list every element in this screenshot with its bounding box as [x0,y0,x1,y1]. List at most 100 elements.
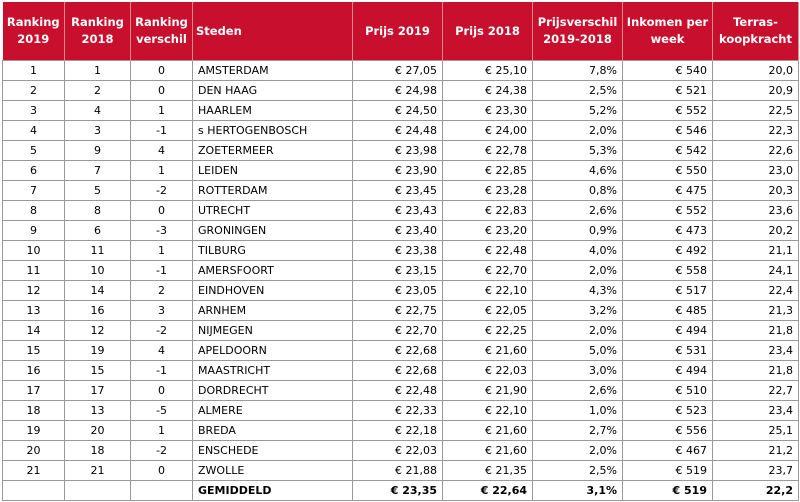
table-row: 16 15 -1 MAASTRICHT € 22,68 € 22,03 3,0% € 494 2… [2,360,799,381]
column-header: Prijs 2019 [352,2,443,61]
table-cell: € 473 [622,220,713,241]
table-cell: -2 [130,440,193,461]
table-cell: 4,6% [532,160,623,181]
table-cell: € 556 [622,420,713,441]
table-cell: 7,8% [532,60,623,81]
table-cell: € 21,60 [442,420,533,441]
table-cell: 2,6% [532,380,623,401]
table-cell: 23,4 [712,400,799,421]
table-cell: 21,1 [712,240,799,261]
table-cell: € 523 [622,400,713,421]
table-cell: -3 [130,220,193,241]
table-row: 20 18 -2 ENSCHEDE € 22,03 € 21,60 2,0% € 467 21,… [2,440,799,461]
table-cell: € 25,10 [442,60,533,81]
column-header: Ranking verschil [130,2,193,61]
table-row: 5 9 4 ZOETERMEER € 23,98 € 22,78 5,3% € 542 22,6 [2,140,799,161]
table-cell: AMSTERDAM [192,60,353,81]
table-cell: € 517 [622,280,713,301]
table-row: 14 12 -2 NIJMEGEN € 22,70 € 22,25 2,0% € 494 21,… [2,320,799,341]
footer-cell: € 23,35 [352,480,443,501]
table-cell: GRONINGEN [192,220,353,241]
table-row: 7 5 -2 ROTTERDAM € 23,45 € 23,28 0,8% € 475 20,3 [2,180,799,201]
table-cell: 23,7 [712,460,799,481]
table-cell: € 467 [622,440,713,461]
table-cell: 14 [2,320,65,341]
table-cell: 11 [64,240,131,261]
table-cell: € 22,48 [442,240,533,261]
table-cell: € 22,05 [442,300,533,321]
table-cell: 0 [130,80,193,101]
table-cell: € 21,88 [352,460,443,481]
table-cell: 1 [2,60,65,81]
table-cell: 21,2 [712,440,799,461]
table-cell: 24,1 [712,260,799,281]
table-cell: 20,9 [712,80,799,101]
table-cell: 19 [64,340,131,361]
table-row: 3 4 1 HAARLEM € 24,50 € 23,30 5,2% € 552 22,5 [2,100,799,121]
table-cell: LEIDEN [192,160,353,181]
table-cell: € 542 [622,140,713,161]
column-header: Ranking 2018 [64,2,131,61]
table-cell: € 22,10 [442,280,533,301]
table-cell: € 23,20 [442,220,533,241]
table-cell: € 21,60 [442,340,533,361]
table-cell: 12 [64,320,131,341]
table-cell: 15 [64,360,131,381]
table-row: 9 6 -3 GRONINGEN € 23,40 € 23,20 0,9% € 473 20,2 [2,220,799,241]
table-cell: -5 [130,400,193,421]
table-cell: 8 [64,200,131,221]
table-cell: 16 [2,360,65,381]
table-cell: € 23,43 [352,200,443,221]
table-cell: 0 [130,200,193,221]
table-cell: € 22,68 [352,360,443,381]
table-cell: € 22,48 [352,380,443,401]
table-cell: UTRECHT [192,200,353,221]
table-cell: € 485 [622,300,713,321]
table-cell: 1 [130,100,193,121]
table-cell: € 23,40 [352,220,443,241]
table-cell: 2 [130,280,193,301]
column-header: Terras-koopkracht [712,2,799,61]
table-cell: 3,0% [532,360,623,381]
table-cell: € 521 [622,80,713,101]
table-cell: 11 [2,260,65,281]
table-cell: € 22,83 [442,200,533,221]
table-cell: € 21,60 [442,440,533,461]
table-cell: € 22,18 [352,420,443,441]
table-row: 2 2 0 DEN HAAG € 24,98 € 24,38 2,5% € 521 20,9 [2,80,799,101]
table-cell: 4 [130,340,193,361]
table-cell: € 22,70 [442,260,533,281]
table-cell: ARNHEM [192,300,353,321]
table-cell: DEN HAAG [192,80,353,101]
table-cell: 1 [130,160,193,181]
table-cell: ZOETERMEER [192,140,353,161]
footer-cell: € 519 [622,480,713,501]
table-cell: € 22,68 [352,340,443,361]
table-cell: AMERSFOORT [192,260,353,281]
table-cell: BREDA [192,420,353,441]
table-cell: 13 [2,300,65,321]
table-cell: € 552 [622,100,713,121]
table-cell: € 22,03 [352,440,443,461]
table-cell: € 494 [622,320,713,341]
table-cell: € 24,50 [352,100,443,121]
table-cell: € 22,75 [352,300,443,321]
table-cell: 25,1 [712,420,799,441]
table-cell: HAARLEM [192,100,353,121]
table-cell: € 27,05 [352,60,443,81]
table-cell: 0 [130,380,193,401]
table-cell: € 22,10 [442,400,533,421]
column-header: Ranking 2019 [2,2,65,61]
table-cell: 2 [64,80,131,101]
table-body: 1 1 0 AMSTERDAM € 27,05 € 25,10 7,8% € 540 20,0 2… [2,60,799,501]
table-cell: € 22,03 [442,360,533,381]
table-cell: 2,0% [532,440,623,461]
table-cell: 17 [64,380,131,401]
table-row: 19 20 1 BREDA € 22,18 € 21,60 2,7% € 556 25,1 [2,420,799,441]
table-cell: 23,0 [712,160,799,181]
table-cell: € 22,78 [442,140,533,161]
table-cell: € 24,48 [352,120,443,141]
table-cell: -2 [130,180,193,201]
table-cell: 21,8 [712,360,799,381]
empty-cell [130,480,193,501]
